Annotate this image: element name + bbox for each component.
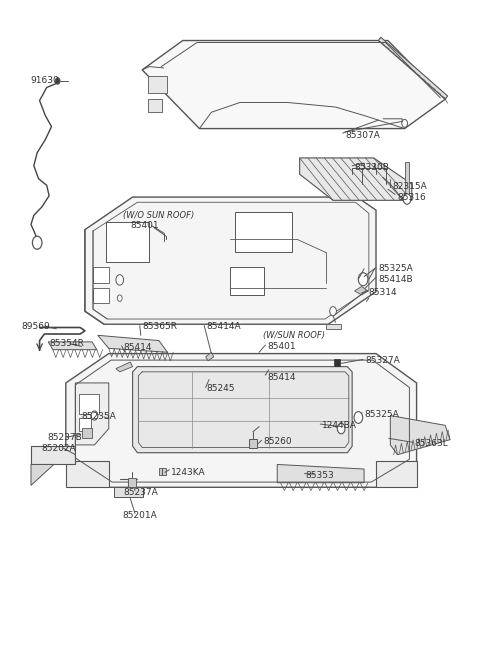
Text: 85353: 85353 bbox=[306, 471, 335, 480]
Polygon shape bbox=[75, 383, 109, 445]
Text: 85365R: 85365R bbox=[142, 322, 177, 331]
Bar bbox=[114, 487, 143, 497]
Circle shape bbox=[354, 411, 363, 423]
Bar bbox=[249, 439, 257, 447]
Polygon shape bbox=[300, 158, 412, 200]
Bar bbox=[82, 428, 92, 438]
Circle shape bbox=[117, 295, 122, 301]
Text: 85325A: 85325A bbox=[364, 410, 399, 419]
Text: 85316: 85316 bbox=[397, 193, 426, 202]
Text: 85325A: 85325A bbox=[378, 265, 413, 273]
Polygon shape bbox=[376, 461, 417, 487]
Text: 85363L: 85363L bbox=[415, 439, 448, 448]
Bar bbox=[128, 478, 136, 487]
Polygon shape bbox=[355, 286, 368, 295]
Text: 85245: 85245 bbox=[206, 384, 235, 393]
Circle shape bbox=[91, 411, 98, 420]
Text: 85260: 85260 bbox=[263, 437, 291, 446]
Text: 85235A: 85235A bbox=[82, 413, 116, 421]
Polygon shape bbox=[66, 461, 109, 487]
Text: (W/O SUN ROOF): (W/O SUN ROOF) bbox=[123, 211, 194, 220]
Polygon shape bbox=[277, 464, 364, 483]
Text: 89569: 89569 bbox=[22, 322, 50, 331]
Polygon shape bbox=[31, 446, 75, 464]
Text: 85307A: 85307A bbox=[345, 130, 380, 140]
Text: 85414: 85414 bbox=[123, 343, 152, 352]
Circle shape bbox=[403, 194, 411, 204]
Bar bbox=[148, 77, 167, 93]
Text: 85401: 85401 bbox=[130, 221, 159, 231]
Text: 85201A: 85201A bbox=[122, 511, 157, 520]
Bar bbox=[230, 267, 264, 295]
Polygon shape bbox=[378, 37, 447, 99]
Text: 1243KA: 1243KA bbox=[171, 468, 206, 477]
Bar bbox=[335, 360, 340, 366]
Polygon shape bbox=[132, 367, 352, 453]
Circle shape bbox=[330, 307, 336, 316]
Polygon shape bbox=[142, 41, 445, 128]
Text: 85354R: 85354R bbox=[49, 339, 84, 348]
Text: 82315A: 82315A bbox=[393, 182, 428, 191]
Text: 85330B: 85330B bbox=[355, 163, 389, 172]
Circle shape bbox=[337, 423, 345, 434]
Circle shape bbox=[359, 272, 368, 286]
Text: 85237A: 85237A bbox=[123, 488, 158, 497]
Polygon shape bbox=[390, 415, 450, 455]
Circle shape bbox=[33, 236, 42, 250]
Text: 85401: 85401 bbox=[268, 342, 296, 351]
Polygon shape bbox=[98, 335, 168, 352]
Text: 85414A: 85414A bbox=[206, 322, 241, 331]
Bar bbox=[148, 99, 162, 112]
Bar bbox=[235, 212, 292, 252]
Text: 85237B: 85237B bbox=[47, 433, 82, 442]
Text: 85314: 85314 bbox=[369, 288, 397, 297]
Polygon shape bbox=[48, 342, 97, 350]
Polygon shape bbox=[205, 352, 214, 361]
Text: 91630: 91630 bbox=[30, 77, 59, 85]
Polygon shape bbox=[66, 354, 417, 487]
Text: 1244BA: 1244BA bbox=[322, 421, 357, 430]
Polygon shape bbox=[31, 464, 54, 485]
Bar bbox=[94, 267, 109, 283]
Circle shape bbox=[55, 78, 60, 84]
Polygon shape bbox=[116, 362, 132, 372]
Bar bbox=[107, 222, 149, 262]
Text: 85327A: 85327A bbox=[365, 356, 400, 365]
Bar bbox=[94, 288, 109, 303]
Bar bbox=[405, 162, 409, 198]
Text: (W/SUN ROOF): (W/SUN ROOF) bbox=[263, 331, 325, 341]
Circle shape bbox=[116, 274, 123, 285]
Text: 85202A: 85202A bbox=[41, 443, 76, 453]
Bar bbox=[79, 417, 91, 430]
Polygon shape bbox=[326, 324, 341, 329]
Bar bbox=[159, 468, 166, 475]
Polygon shape bbox=[85, 197, 376, 324]
Text: 85414: 85414 bbox=[268, 373, 296, 382]
Circle shape bbox=[402, 119, 408, 127]
Text: 85414B: 85414B bbox=[378, 274, 413, 284]
Bar bbox=[79, 394, 99, 413]
